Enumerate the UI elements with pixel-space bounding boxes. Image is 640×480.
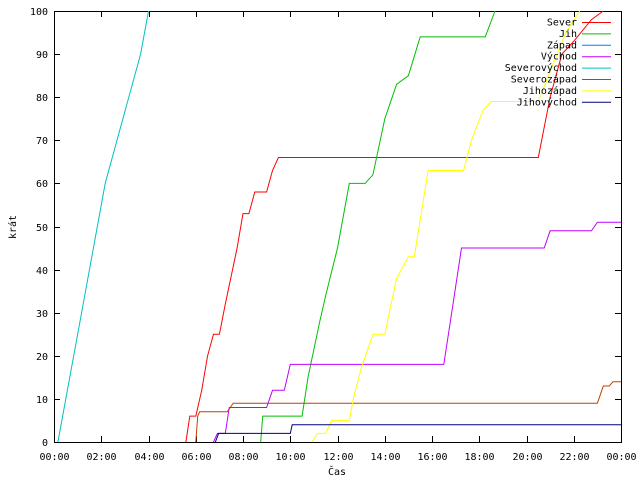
x-tick-label: 02:00 <box>86 452 116 463</box>
series-line-Východ <box>213 221 621 443</box>
x-tick-label: 14:00 <box>370 452 400 463</box>
x-tick-label: 22:00 <box>559 452 589 463</box>
legend-label: Východ <box>541 51 577 63</box>
y-tick-label: 10 <box>36 395 48 406</box>
x-tick-label: 00:00 <box>39 452 69 463</box>
y-tick-label: 60 <box>36 179 48 190</box>
y-axis-label: krát <box>7 215 19 239</box>
x-tick-label: 18:00 <box>464 452 494 463</box>
x-axis-label: Čas <box>328 465 346 478</box>
legend-label: Sever <box>547 18 577 29</box>
y-tick-label: 100 <box>30 7 48 18</box>
series-line-Jihovýchod <box>214 424 621 443</box>
y-tick-label: 90 <box>36 50 48 61</box>
y-tick-label: 40 <box>36 266 48 277</box>
y-tick-label: 0 <box>42 438 48 449</box>
legend: SeverJihZápadVýchodSeverovýchodSeverozáp… <box>505 18 611 108</box>
x-tick-label: 10:00 <box>275 452 305 463</box>
y-tick-label: 80 <box>36 93 48 104</box>
series-lines <box>57 10 621 443</box>
legend-label: Severovýchod <box>505 62 577 74</box>
y-tick-label: 30 <box>36 309 48 320</box>
x-tick-label: 08:00 <box>228 452 258 463</box>
series-line-Jihozápad <box>311 10 581 443</box>
y-tick-label: 70 <box>36 136 48 147</box>
legend-label: Severozápad <box>511 74 577 86</box>
legend-label: Jihozápad <box>523 85 577 97</box>
x-tick-label: 00:00 <box>606 452 636 463</box>
x-tick-label: 12:00 <box>323 452 353 463</box>
series-line-Sever <box>185 10 604 443</box>
series-line-Severozápad <box>195 381 621 443</box>
legend-label: Jihovýchod <box>517 96 577 108</box>
axis-ticks: 0 10 20 30 40 50 60 70 80 90 100 00:00 02:00 04:00 06:… <box>30 7 637 463</box>
x-tick-label: 20:00 <box>512 452 542 463</box>
y-tick-label: 20 <box>36 352 48 363</box>
legend-label: Západ <box>547 39 577 51</box>
series-line-Severovýchod <box>57 10 149 443</box>
x-tick-label: 16:00 <box>417 452 447 463</box>
legend-label: Jih <box>559 29 577 40</box>
y-tick-label: 50 <box>36 223 48 234</box>
x-tick-label: 04:00 <box>134 452 164 463</box>
x-tick-label: 06:00 <box>181 452 211 463</box>
series-line-Jih <box>260 10 496 443</box>
